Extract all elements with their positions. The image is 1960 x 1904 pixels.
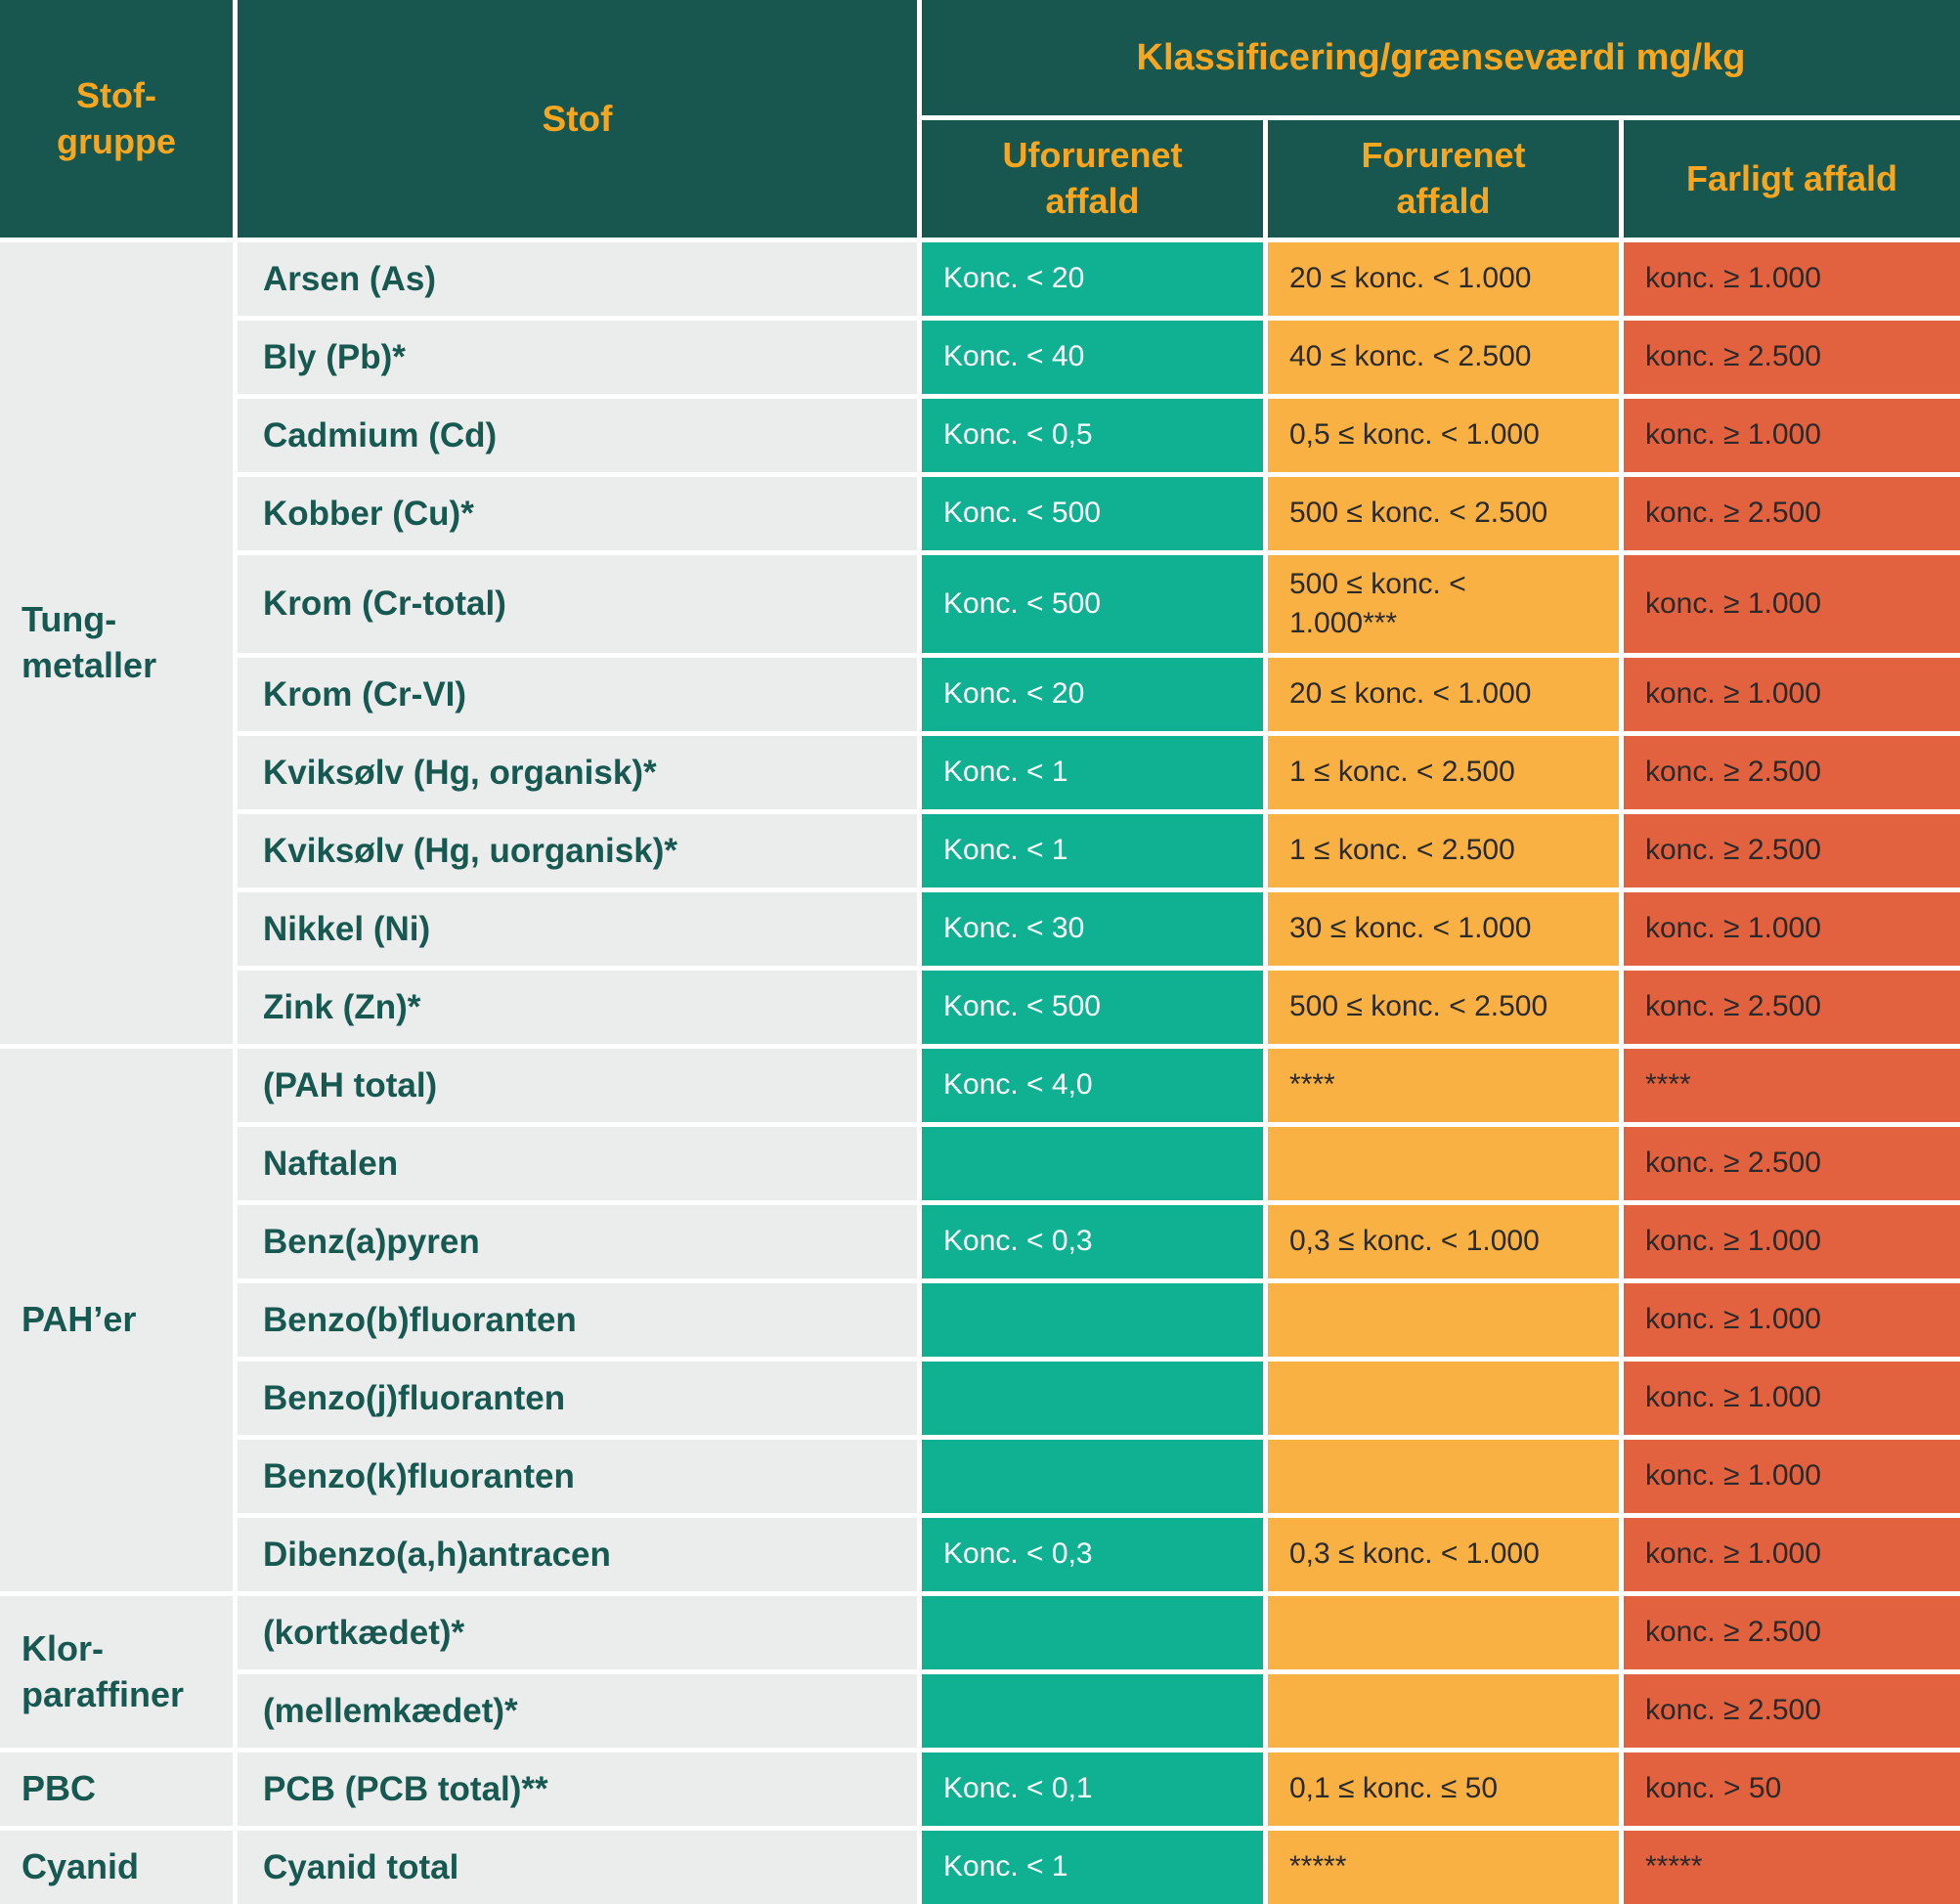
uforurenet-value: Konc. < 0,5: [922, 399, 1263, 472]
uforurenet-value: Konc. < 40: [922, 321, 1263, 394]
farligt-value: konc. ≥ 1.000: [1624, 242, 1960, 316]
header-uforurenet-affald: Uforurenet affald: [922, 120, 1263, 238]
header-forurenet-affald: Forurenet affald: [1268, 120, 1619, 238]
uforurenet-value: Konc. < 20: [922, 658, 1263, 731]
substance-name: (mellemkædet)*: [238, 1674, 917, 1748]
forurenet-value: 1 ≤ konc. < 2.500: [1268, 814, 1619, 887]
substance-name: Krom (Cr-VI): [238, 658, 917, 731]
substance-name: (kortkædet)*: [238, 1596, 917, 1669]
farligt-value: konc. ≥ 1.000: [1624, 892, 1960, 966]
group-label: Tung- metaller: [0, 242, 233, 1044]
uforurenet-value: Konc. < 1: [922, 1831, 1263, 1904]
substance-name: Cadmium (Cd): [238, 399, 917, 472]
farligt-value: ****: [1624, 1049, 1960, 1122]
farligt-value: konc. ≥ 2.500: [1624, 814, 1960, 887]
forurenet-value: 20 ≤ konc. < 1.000: [1268, 658, 1619, 731]
farligt-value: konc. ≥ 1.000: [1624, 399, 1960, 472]
farligt-value: konc. ≥ 1.000: [1624, 1518, 1960, 1591]
uforurenet-value: Konc. < 1: [922, 736, 1263, 809]
farligt-value: konc. ≥ 1.000: [1624, 555, 1960, 653]
substance-name: Benzo(b)fluoranten: [238, 1283, 917, 1357]
group-label: Klor- paraffiner: [0, 1596, 233, 1748]
substance-name: Kobber (Cu)*: [238, 477, 917, 550]
forurenet-value: [1268, 1283, 1619, 1357]
forurenet-value: 30 ≤ konc. < 1.000: [1268, 892, 1619, 966]
farligt-value: konc. ≥ 2.500: [1624, 321, 1960, 394]
forurenet-value: [1268, 1127, 1619, 1200]
uforurenet-value: Konc. < 0,1: [922, 1753, 1263, 1826]
uforurenet-value: [922, 1674, 1263, 1748]
forurenet-value: [1268, 1674, 1619, 1748]
substance-name: Nikkel (Ni): [238, 892, 917, 966]
group-label: Cyanid: [0, 1831, 233, 1904]
group-label: PBC: [0, 1753, 233, 1826]
farligt-value: konc. ≥ 1.000: [1624, 1440, 1960, 1513]
uforurenet-value: Konc. < 0,3: [922, 1205, 1263, 1278]
uforurenet-value: Konc. < 4,0: [922, 1049, 1263, 1122]
substance-name: Bly (Pb)*: [238, 321, 917, 394]
forurenet-value: [1268, 1362, 1619, 1435]
farligt-value: konc. ≥ 2.500: [1624, 1674, 1960, 1748]
forurenet-value: [1268, 1596, 1619, 1669]
substance-name: PCB (PCB total)**: [238, 1753, 917, 1826]
uforurenet-value: Konc. < 500: [922, 555, 1263, 653]
uforurenet-value: [922, 1127, 1263, 1200]
uforurenet-value: [922, 1596, 1263, 1669]
farligt-value: konc. ≥ 1.000: [1624, 1283, 1960, 1357]
substance-name: Benzo(k)fluoranten: [238, 1440, 917, 1513]
header-klassificering: Klassificering/grænseværdi mg/kg: [922, 0, 1960, 115]
substance-name: Benzo(j)fluoranten: [238, 1362, 917, 1435]
uforurenet-value: [922, 1362, 1263, 1435]
farligt-value: konc. > 50: [1624, 1753, 1960, 1826]
substance-name: Kviksølv (Hg, organisk)*: [238, 736, 917, 809]
forurenet-value: [1268, 1440, 1619, 1513]
uforurenet-value: Konc. < 500: [922, 971, 1263, 1044]
uforurenet-value: Konc. < 20: [922, 242, 1263, 316]
forurenet-value: 500 ≤ konc. < 2.500: [1268, 477, 1619, 550]
forurenet-value: 500 ≤ konc. < 2.500: [1268, 971, 1619, 1044]
farligt-value: konc. ≥ 1.000: [1624, 1362, 1960, 1435]
header-farligt-affald: Farligt affald: [1624, 120, 1960, 238]
uforurenet-value: Konc. < 1: [922, 814, 1263, 887]
uforurenet-value: [922, 1283, 1263, 1357]
forurenet-value: 1 ≤ konc. < 2.500: [1268, 736, 1619, 809]
farligt-value: konc. ≥ 2.500: [1624, 971, 1960, 1044]
farligt-value: konc. ≥ 1.000: [1624, 658, 1960, 731]
farligt-value: konc. ≥ 2.500: [1624, 736, 1960, 809]
uforurenet-value: [922, 1440, 1263, 1513]
group-label: PAH’er: [0, 1049, 233, 1591]
substance-name: Krom (Cr-total): [238, 555, 917, 653]
forurenet-value: *****: [1268, 1831, 1619, 1904]
forurenet-value: 500 ≤ konc. < 1.000***: [1268, 555, 1619, 653]
substance-name: Dibenzo(a,h)antracen: [238, 1518, 917, 1591]
forurenet-value: 40 ≤ konc. < 2.500: [1268, 321, 1619, 394]
header-stof: Stof: [238, 0, 917, 238]
forurenet-value: ****: [1268, 1049, 1619, 1122]
farligt-value: konc. ≥ 2.500: [1624, 477, 1960, 550]
forurenet-value: 0,1 ≤ konc. ≤ 50: [1268, 1753, 1619, 1826]
farligt-value: konc. ≥ 2.500: [1624, 1127, 1960, 1200]
substance-name: Kviksølv (Hg, uorganisk)*: [238, 814, 917, 887]
farligt-value: konc. ≥ 2.500: [1624, 1596, 1960, 1669]
header-stofgruppe: Stof- gruppe: [0, 0, 233, 238]
substance-name: (PAH total): [238, 1049, 917, 1122]
substance-name: Benz(a)pyren: [238, 1205, 917, 1278]
farligt-value: konc. ≥ 1.000: [1624, 1205, 1960, 1278]
forurenet-value: 20 ≤ konc. < 1.000: [1268, 242, 1619, 316]
farligt-value: *****: [1624, 1831, 1960, 1904]
forurenet-value: 0,5 ≤ konc. < 1.000: [1268, 399, 1619, 472]
substance-name: Zink (Zn)*: [238, 971, 917, 1044]
substance-name: Cyanid total: [238, 1831, 917, 1904]
uforurenet-value: Konc. < 30: [922, 892, 1263, 966]
forurenet-value: 0,3 ≤ konc. < 1.000: [1268, 1518, 1619, 1591]
uforurenet-value: Konc. < 0,3: [922, 1518, 1263, 1591]
uforurenet-value: Konc. < 500: [922, 477, 1263, 550]
substance-name: Arsen (As): [238, 242, 917, 316]
forurenet-value: 0,3 ≤ konc. < 1.000: [1268, 1205, 1619, 1278]
substance-name: Naftalen: [238, 1127, 917, 1200]
